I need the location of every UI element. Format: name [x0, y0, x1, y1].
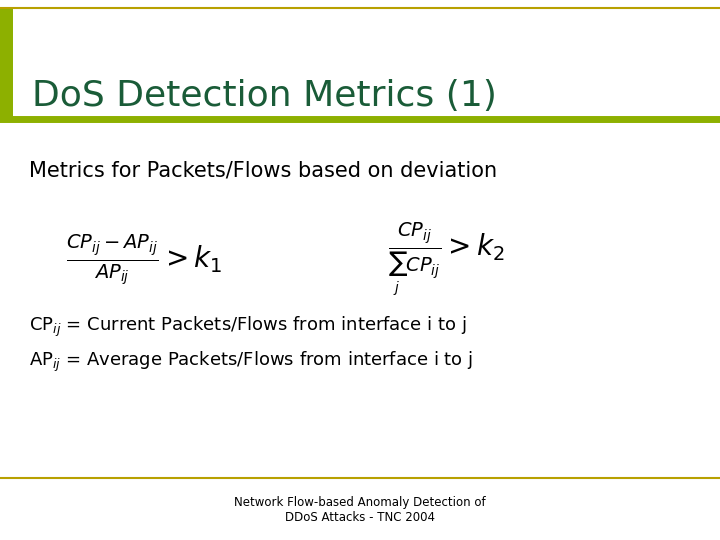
Text: $\frac{CP_{ij}}{\sum_j CP_{ij}}>k_2$: $\frac{CP_{ij}}{\sum_j CP_{ij}}>k_2$ [388, 221, 505, 298]
Text: Network Flow-based Anomaly Detection of
DDoS Attacks - TNC 2004: Network Flow-based Anomaly Detection of … [234, 496, 486, 524]
Text: CP$_{ij}$ = Current Packets/Flows from interface i to j: CP$_{ij}$ = Current Packets/Flows from i… [29, 315, 467, 339]
Bar [0, 8, 13, 119]
Text: DoS Detection Metrics (1): DoS Detection Metrics (1) [32, 79, 498, 113]
Text: Metrics for Packets/Flows based on deviation: Metrics for Packets/Flows based on devia… [29, 160, 497, 180]
Text: $\frac{CP_{ij}-AP_{ij}}{AP_{ij}}>k_1$: $\frac{CP_{ij}-AP_{ij}}{AP_{ij}}>k_1$ [66, 232, 222, 287]
Text: AP$_{ij}$ = Average Packets/Flows from interface i to j: AP$_{ij}$ = Average Packets/Flows from i… [29, 350, 473, 374]
